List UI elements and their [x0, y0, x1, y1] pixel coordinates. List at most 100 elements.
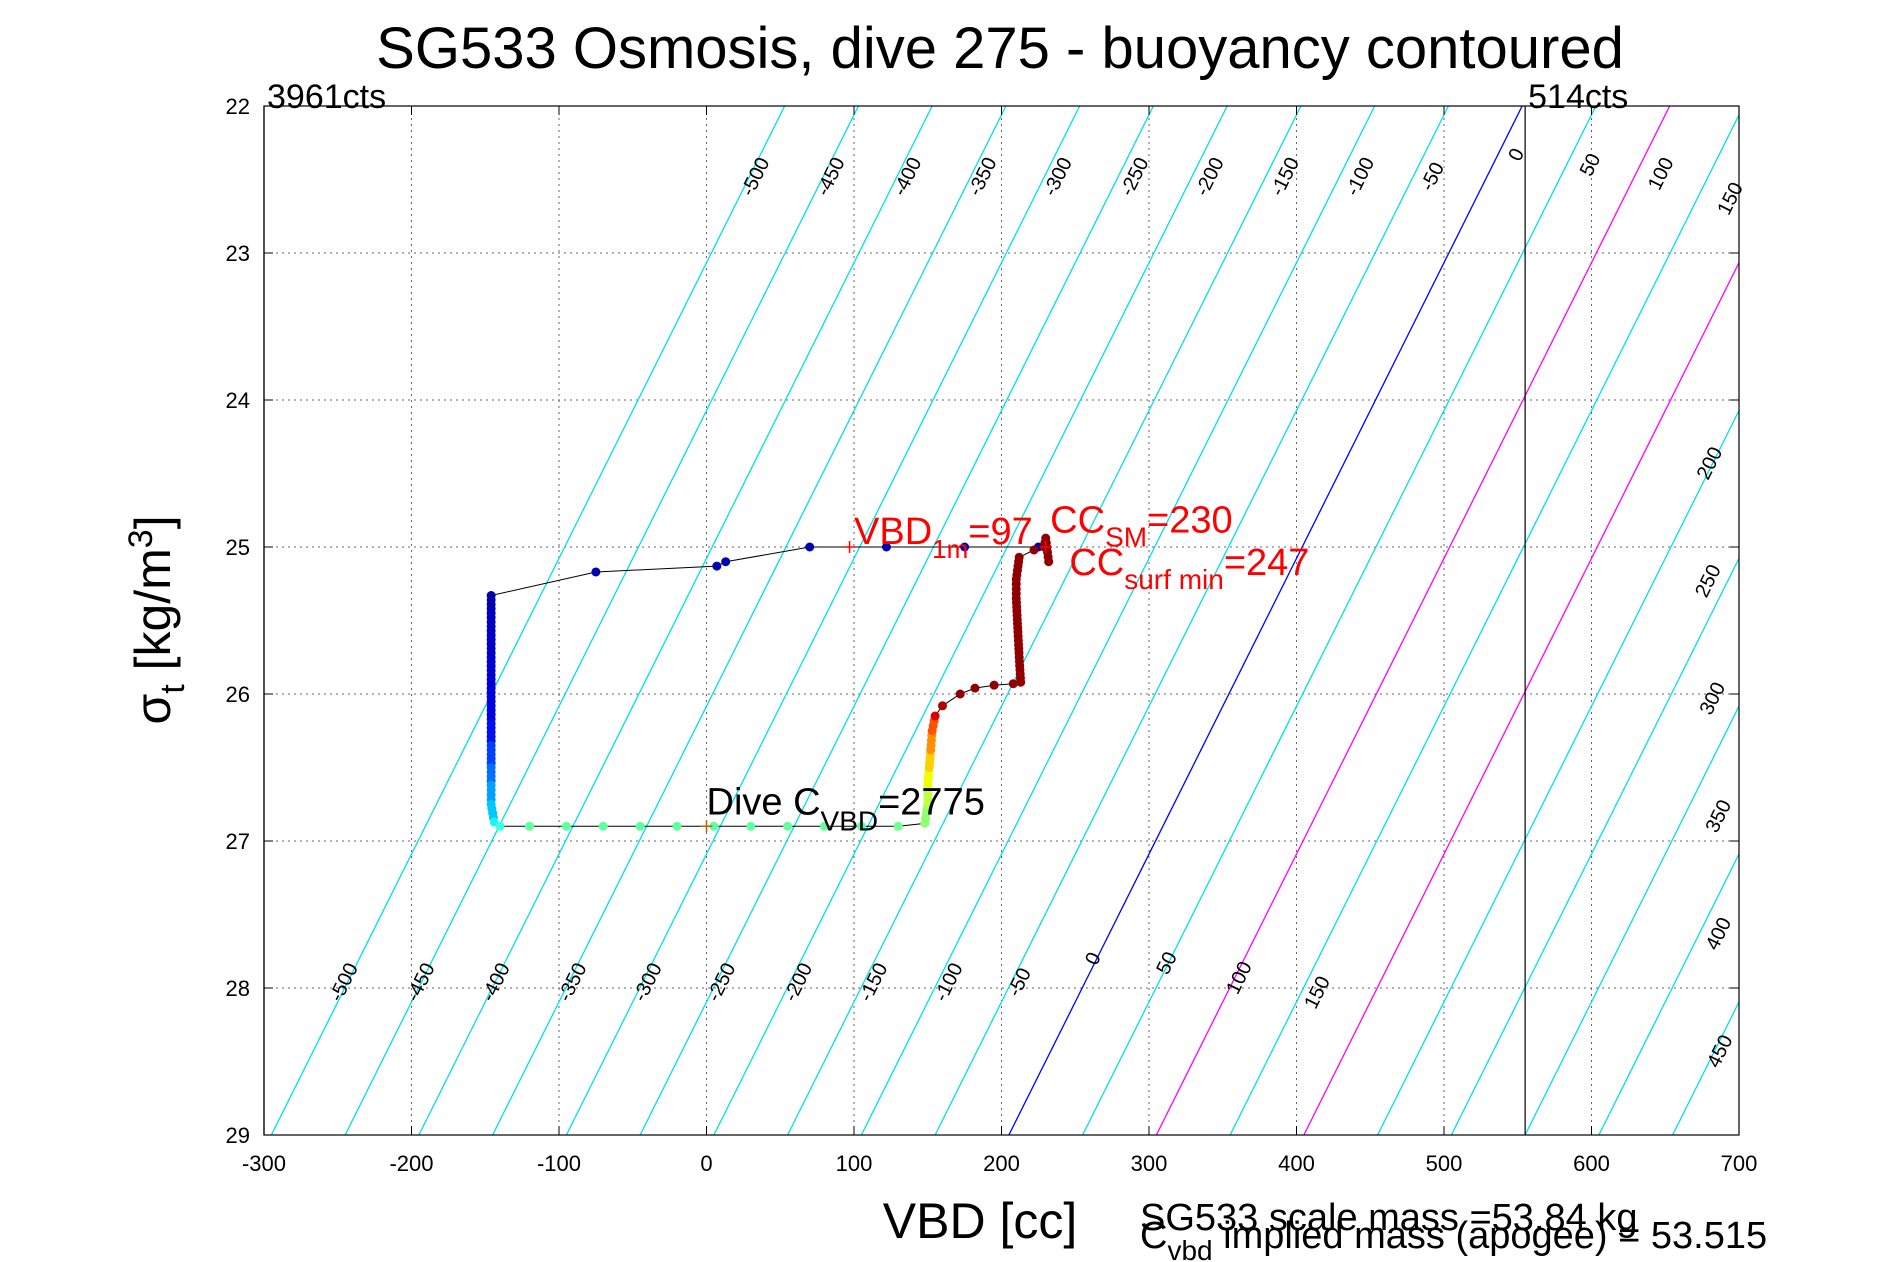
contour-label: -450: [812, 154, 850, 200]
trajectory-point: [805, 542, 815, 552]
contour-label: 150: [1713, 179, 1748, 219]
contour-line-300: [1450, 556, 1739, 1135]
trajectory-point: [598, 821, 608, 831]
contour-line--150: [787, 106, 1302, 1135]
trajectory-point: [893, 821, 903, 831]
contour-label: -50: [1416, 159, 1449, 195]
contour-line-400: [1598, 852, 1739, 1135]
contour-line--350: [492, 106, 1007, 1135]
contour-label: -450: [402, 960, 440, 1006]
y-axis-label: σt [kg/m3]: [122, 515, 192, 724]
contour-label: -250: [1116, 154, 1154, 200]
contour-label: 450: [1703, 1032, 1738, 1072]
x-tick-label: 400: [1278, 1151, 1315, 1176]
contour-line-450: [1672, 1000, 1739, 1135]
contour-line-50: [1082, 106, 1597, 1135]
trajectory-point: [721, 557, 731, 567]
y-axis-label-symbol: σ: [125, 694, 181, 725]
contour-line-100: [1155, 106, 1671, 1135]
dive-cvbd-value: =2775: [878, 782, 985, 824]
cc-sm-annotation: CCSM=230: [1050, 499, 1232, 552]
cc-sm-subscript: SM: [1105, 521, 1147, 552]
contour-label: -50: [1003, 965, 1036, 1001]
contour-label: 300: [1696, 679, 1731, 719]
y-tick-label: 24: [226, 388, 250, 413]
trajectory-point: [930, 711, 940, 721]
contour-label: 50: [1152, 948, 1182, 978]
x-tick-label: -200: [389, 1151, 433, 1176]
trajectory-point: [938, 701, 947, 711]
contour-line-350: [1524, 704, 1739, 1135]
dive-trajectory: [486, 533, 1054, 831]
cc-sm-main: CC: [1050, 499, 1105, 541]
dive-cvbd-subscript: VBD: [821, 806, 879, 837]
contour-label: -350: [554, 960, 592, 1006]
contour-line--400: [418, 106, 933, 1135]
contour-line-250: [1377, 409, 1739, 1135]
contour-label: -250: [703, 960, 741, 1006]
contour-line-200: [1303, 261, 1739, 1135]
x-tick-label: 200: [983, 1151, 1020, 1176]
trajectory-point: [989, 680, 999, 690]
contour-line--450: [344, 106, 860, 1135]
contour-label: -200: [1191, 154, 1229, 200]
counts-right-label: 514cts: [1528, 78, 1628, 116]
trajectory-point: [525, 821, 534, 831]
y-tick-label: 28: [226, 976, 250, 1001]
y-axis-label-close: ]: [125, 515, 181, 529]
trajectory-point: [495, 821, 505, 831]
trajectory-point: [746, 821, 756, 831]
contour-line--250: [639, 106, 1155, 1135]
y-axis-ticks: 22 23 24 25 26 27 28 29: [226, 94, 1739, 1148]
contour-label: 150: [1300, 973, 1335, 1013]
y-tick-label: 25: [226, 535, 250, 560]
counts-left-label: 3961cts: [267, 78, 386, 116]
contour-line-150: [1229, 113, 1739, 1135]
trajectory-point: [1008, 679, 1018, 689]
trajectory-point: [591, 567, 601, 577]
contour-label: 350: [1702, 797, 1737, 837]
trajectory-point: [1029, 545, 1039, 555]
x-tick-label: -300: [242, 1151, 286, 1176]
y-tick-label: 27: [226, 829, 250, 854]
x-tick-label: -100: [537, 1151, 581, 1176]
x-tick-label: 700: [1721, 1151, 1758, 1176]
trajectory-point: [970, 683, 980, 693]
x-axis-label: VBD [cc]: [883, 1193, 1077, 1249]
x-tick-label: 100: [836, 1151, 873, 1176]
y-axis-label-subscript: t: [154, 684, 192, 694]
trajectory-point: [635, 821, 645, 831]
trajectory-point: [783, 821, 793, 831]
y-axis-label-superscript: 3: [122, 529, 160, 548]
contour-label: -100: [930, 960, 968, 1006]
y-tick-label: 23: [226, 241, 250, 266]
cc-surf-min-main: CC: [1069, 542, 1124, 584]
x-tick-label: 500: [1426, 1151, 1463, 1176]
reference-marker: [1039, 541, 1052, 553]
trajectory-point: [561, 821, 571, 831]
vbd-1m-annotation: VBD1m=97: [854, 511, 1033, 564]
contour-line--100: [860, 106, 1376, 1135]
contour-label: 50: [1576, 150, 1606, 180]
contour-label: -500: [737, 154, 775, 200]
contour-label: -400: [889, 154, 927, 200]
count-limit-lines: [263, 106, 1526, 1135]
reference-marker: [843, 541, 856, 553]
x-tick-label: 0: [700, 1151, 712, 1176]
contour-label: 100: [1644, 154, 1679, 194]
implied-mass-text: implied mass (apogee) = 53.515: [1213, 1215, 1768, 1257]
contour-line--500: [270, 106, 786, 1135]
contour-line-0: [1008, 106, 1523, 1135]
trajectory-point: [1044, 557, 1054, 567]
reference-markers: [700, 541, 1052, 833]
contour-line--200: [713, 106, 1228, 1135]
cc-surf-min-subscript: surf min: [1124, 564, 1224, 595]
implied-mass-note: Cvbd implied mass (apogee) = 53.515: [1140, 1215, 1767, 1262]
contour-label: -150: [1266, 154, 1304, 200]
contour-label: -150: [855, 960, 893, 1006]
buoyancy-contours: [270, 106, 1739, 1135]
dive-cvbd-annotation: Dive CVBD=2775: [707, 782, 985, 837]
contour-label: -200: [780, 960, 818, 1006]
trajectory-point: [881, 542, 891, 552]
